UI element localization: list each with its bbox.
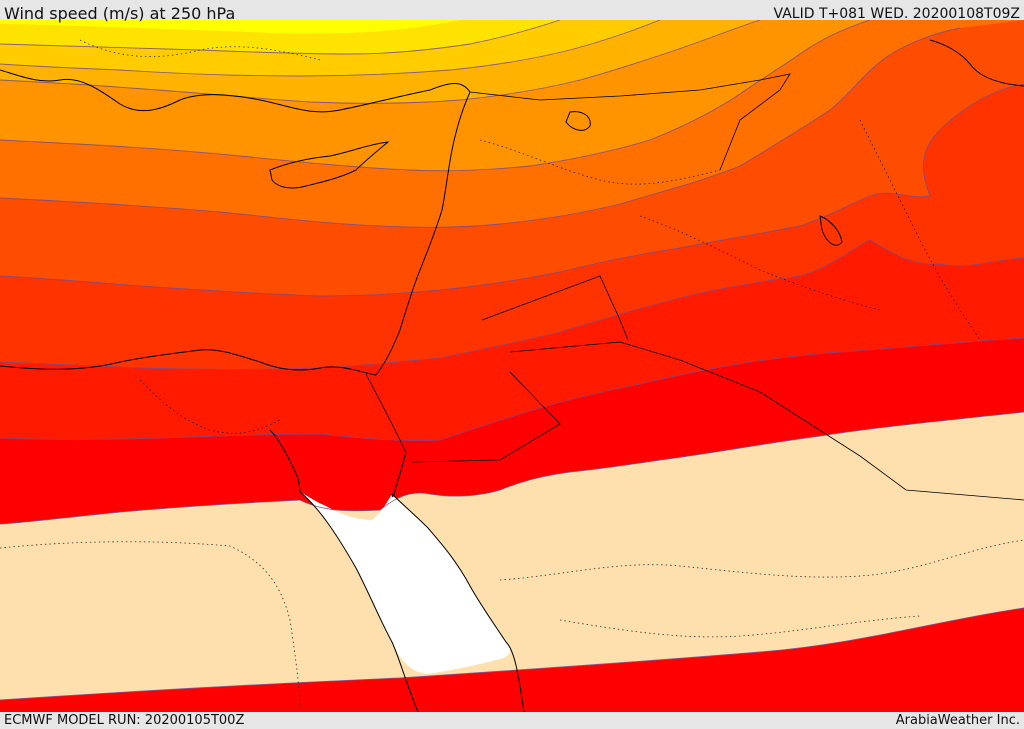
coastline-cyprus <box>269 141 390 189</box>
boundary-dotted <box>499 539 1024 581</box>
coastline-lake-van <box>565 111 591 131</box>
wind-speed-map <box>0 20 1024 712</box>
coastline-turkey <box>0 69 471 113</box>
coastline-red-sea-east <box>391 493 525 712</box>
contour-line <box>0 337 1024 441</box>
coastline-northeast <box>929 39 1024 87</box>
contour-line <box>0 27 961 228</box>
contour-line <box>0 20 761 104</box>
valid-time-label: VALID T+081 WED. 20200108T09Z <box>773 6 1020 22</box>
border-iraq-saudi <box>509 341 1024 501</box>
southern-jet-band <box>0 608 1024 712</box>
coastline-egypt <box>0 349 377 376</box>
contour-line <box>0 83 1024 297</box>
contour-line <box>0 607 1024 701</box>
map-title: Wind speed (m/s) at 250 hPa <box>4 4 236 23</box>
contour-line <box>0 20 871 172</box>
border-syria-iraq <box>481 275 629 341</box>
boundary-dotted <box>639 215 881 311</box>
contour-line <box>0 411 1024 525</box>
coastline-sinai <box>269 429 301 493</box>
boundary-dotted <box>559 615 921 638</box>
model-run-label: ECMWF MODEL RUN: 20200105T00Z <box>4 713 245 728</box>
wind-band-10 <box>0 20 460 34</box>
borders <box>365 73 1024 501</box>
border-jordan-saudi <box>411 371 561 463</box>
boundary-dotted <box>139 379 281 434</box>
boundary-dotted <box>79 39 321 61</box>
red-sea <box>300 492 511 674</box>
wind-band-9 <box>0 20 560 54</box>
contour-line <box>0 20 661 77</box>
boundary-dotted <box>479 139 721 185</box>
coastline-red-sea-west <box>299 491 419 712</box>
contour-line <box>0 20 561 55</box>
border-turkey-syria <box>469 73 791 171</box>
contour-line <box>0 239 1024 370</box>
coastlines <box>0 39 1024 712</box>
border-egypt-sinai <box>365 373 407 453</box>
coastline-levant <box>375 91 471 376</box>
coastline-aqaba <box>391 451 407 498</box>
wind-contours <box>0 20 1024 701</box>
credit-label: ArabiaWeather Inc. <box>895 713 1020 728</box>
boundary-dotted <box>859 119 981 341</box>
internal-boundaries <box>0 39 1024 712</box>
coastline-lake-urmia <box>819 215 843 246</box>
